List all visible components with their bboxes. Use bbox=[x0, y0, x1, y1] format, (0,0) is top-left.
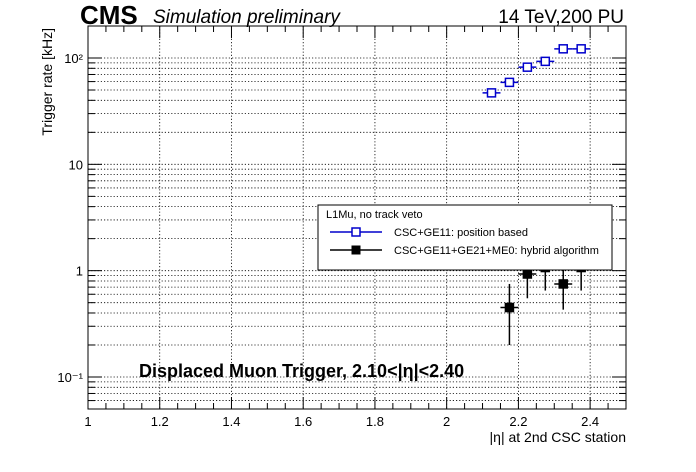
legend-label-hybrid: CSC+GE11+GE21+ME0: hybrid algorithm bbox=[394, 245, 599, 257]
data-point bbox=[504, 77, 515, 88]
status-label: Simulation preliminary bbox=[153, 7, 341, 28]
data-point bbox=[576, 44, 586, 54]
data-point bbox=[558, 279, 568, 289]
x-tick-label: 2.2 bbox=[509, 414, 527, 429]
experiment-label: CMS bbox=[80, 0, 138, 30]
legend: L1Mu, no track veto CSC+GE11: position b… bbox=[317, 204, 613, 271]
x-tick-label: 1.2 bbox=[151, 414, 169, 429]
series-position-based bbox=[482, 44, 591, 98]
y-axis-label: Trigger rate [kHz] bbox=[39, 28, 55, 136]
y-tick-label: 1 bbox=[76, 264, 83, 279]
legend-marker-hybrid bbox=[351, 245, 361, 255]
x-axis-label: |η| at 2nd CSC station bbox=[490, 429, 626, 445]
x-tick-label: 1.6 bbox=[294, 414, 312, 429]
legend-marker-position-based bbox=[351, 227, 361, 237]
legend-label-position-based: CSC+GE11: position based bbox=[394, 227, 528, 239]
y-tick-label: 10⁻¹ bbox=[57, 370, 83, 385]
x-tick-label: 1 bbox=[84, 414, 91, 429]
data-point bbox=[540, 56, 551, 67]
legend-box bbox=[317, 204, 613, 271]
data-point bbox=[522, 62, 533, 72]
y-tick-label: 10² bbox=[64, 51, 83, 66]
tick-labels: 1 1.2 1.4 1.6 1.8 2 2.2 2.4 10⁻¹ 1 10 10² bbox=[57, 51, 599, 429]
annotation-label: Displaced Muon Trigger, 2.10<|η|<2.40 bbox=[139, 361, 464, 381]
legend-title: L1Mu, no track veto bbox=[326, 209, 423, 221]
data-point bbox=[558, 44, 568, 54]
y-tick-label: 10 bbox=[69, 157, 83, 172]
x-tick-label: 2 bbox=[443, 414, 450, 429]
x-tick-label: 1.8 bbox=[366, 414, 384, 429]
x-tick-label: 1.4 bbox=[222, 414, 240, 429]
data-point bbox=[504, 302, 515, 313]
data-point bbox=[486, 88, 497, 98]
conditions-label: 14 TeV,200 PU bbox=[498, 7, 624, 28]
plot-frame bbox=[87, 25, 627, 410]
data-point bbox=[522, 269, 533, 279]
x-tick-label: 2.4 bbox=[581, 414, 599, 429]
